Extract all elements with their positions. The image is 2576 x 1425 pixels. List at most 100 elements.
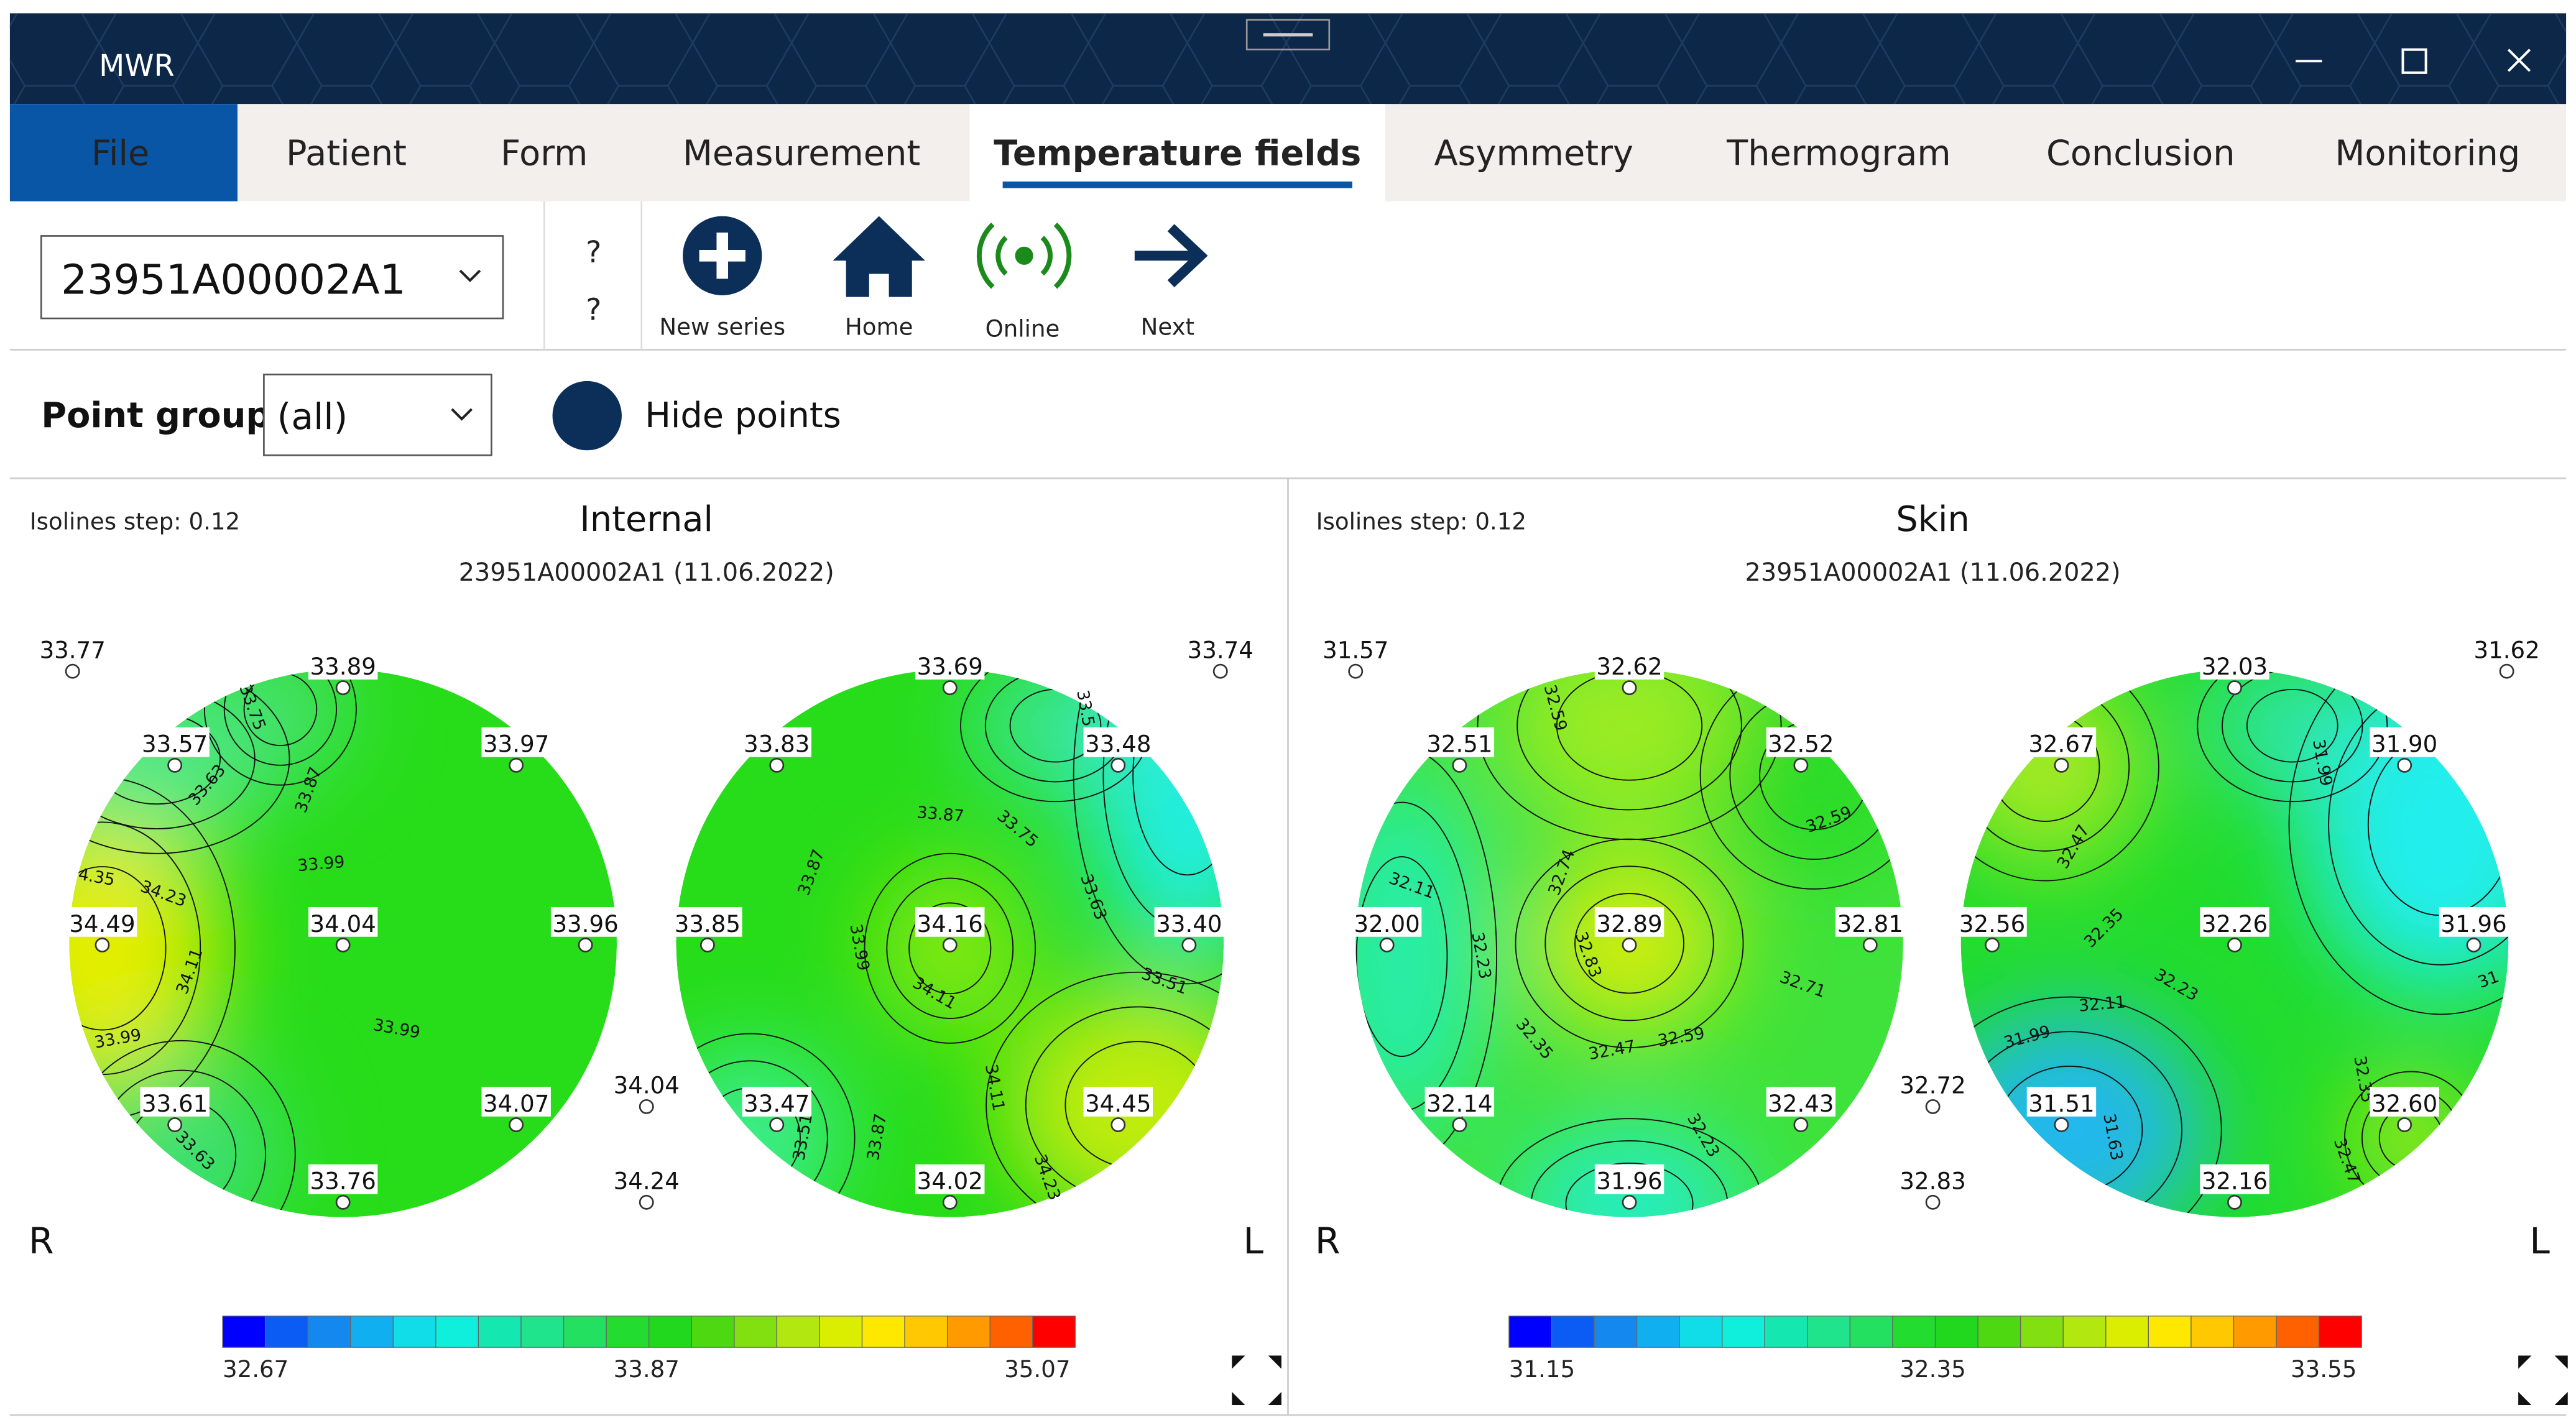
measurement-point[interactable] (2054, 757, 2069, 773)
tab[interactable]: Conclusion (2046, 133, 2235, 173)
measurement-point[interactable] (2466, 938, 2481, 952)
colorbar-segment (2148, 1316, 2192, 1348)
point-label: 32.67 (2028, 731, 2094, 758)
point-label-bg (1321, 633, 1390, 663)
measurement-point[interactable] (699, 938, 715, 952)
point-label: 34.07 (483, 1091, 549, 1117)
close-button[interactable] (2507, 48, 2531, 72)
home-icon[interactable] (833, 216, 925, 297)
panel-title: Skin (1896, 499, 1969, 540)
measurement-point[interactable] (639, 1099, 654, 1114)
help-button[interactable]: ? (586, 293, 601, 328)
measurement-point[interactable] (942, 938, 958, 952)
measurement-point[interactable] (942, 1194, 958, 1210)
point-label-bg (308, 906, 378, 937)
measurement-point[interactable] (1622, 680, 1637, 696)
tab[interactable]: Form (501, 133, 588, 173)
measurement-point[interactable] (335, 680, 351, 696)
colorbar-segment (350, 1316, 394, 1348)
measurement-point[interactable] (2397, 757, 2412, 773)
tab[interactable]: Thermogram (1726, 133, 1950, 173)
isoline-label: 32.11 (2078, 992, 2126, 1015)
measurement-point[interactable] (639, 1194, 654, 1210)
isoline-label: 33.87 (916, 803, 964, 826)
online-icon[interactable] (976, 222, 1072, 289)
series-combobox[interactable] (40, 235, 504, 320)
measurement-point[interactable] (95, 938, 110, 952)
measurement-point[interactable] (1793, 1117, 1809, 1133)
measurement-point[interactable] (335, 938, 351, 952)
measurement-point[interactable] (335, 1194, 351, 1210)
point-label-bg (308, 650, 378, 680)
measurement-point[interactable] (769, 757, 785, 773)
measurement-point[interactable] (2227, 938, 2242, 952)
measurement-point[interactable] (509, 757, 524, 773)
drag-handle[interactable] (1245, 19, 1331, 51)
next-icon[interactable] (1134, 224, 1208, 288)
point-label: 34.24 (614, 1168, 680, 1195)
combobox-arrow (459, 269, 481, 282)
help-button[interactable]: ? (586, 236, 601, 270)
measurement-point[interactable] (2499, 663, 2514, 679)
isoline (1355, 856, 1448, 1057)
tab[interactable]: Monitoring (2335, 133, 2520, 173)
measurement-point[interactable] (1793, 757, 1809, 773)
measurement-point[interactable] (2227, 1194, 2242, 1210)
colorbar-segment (1764, 1316, 1808, 1348)
expand-button[interactable] (2518, 1355, 2568, 1405)
tab[interactable]: Asymmetry (1434, 133, 1633, 173)
measurement-point[interactable] (1348, 663, 1364, 679)
measurement-point[interactable] (1452, 757, 1467, 773)
colorbar-segment (392, 1316, 436, 1348)
measurement-point[interactable] (2054, 1117, 2069, 1133)
measurement-point[interactable] (1862, 938, 1878, 952)
point-label: 32.00 (1354, 911, 1420, 938)
measurement-point[interactable] (1212, 663, 1228, 679)
point-label-bg (1083, 727, 1153, 757)
point-label: 32.14 (1426, 1091, 1492, 1117)
tab[interactable]: Temperature fields (994, 133, 1361, 173)
point-label: 31.90 (2371, 731, 2437, 758)
measurement-point[interactable] (1110, 757, 1126, 773)
point-group-combobox[interactable] (263, 373, 492, 456)
point-label: 32.03 (2202, 653, 2268, 680)
measurement-point[interactable] (942, 680, 958, 696)
colorbar-segment (1934, 1316, 1978, 1348)
measurement-point[interactable] (1925, 1099, 1941, 1114)
measurement-point[interactable] (2397, 1117, 2412, 1133)
measurement-point[interactable] (1452, 1117, 1467, 1133)
button-label: Online (986, 315, 1060, 342)
colorbar-segment (1977, 1316, 2021, 1348)
measurement-point[interactable] (769, 1117, 785, 1133)
side-label: L (1244, 1220, 1264, 1262)
measurement-point[interactable] (509, 1117, 524, 1133)
hide-points-toggle[interactable] (552, 380, 622, 451)
measurement-point[interactable] (167, 1117, 183, 1133)
colorbar-segment (1636, 1316, 1680, 1348)
measurement-point[interactable] (1985, 938, 2000, 952)
point-label: 33.69 (917, 653, 983, 680)
measurement-point[interactable] (2227, 680, 2242, 696)
measurement-point[interactable] (1925, 1194, 1941, 1210)
measurement-point[interactable] (1110, 1117, 1126, 1133)
point-label-bg (550, 906, 621, 937)
maximize-button[interactable] (2401, 48, 2427, 74)
measurement-point[interactable] (1622, 1194, 1637, 1210)
measurement-point[interactable] (167, 757, 183, 773)
measurement-point[interactable] (578, 938, 593, 952)
point-label-bg (1154, 906, 1224, 937)
tab[interactable]: Patient (286, 133, 407, 173)
tab[interactable]: File (91, 133, 149, 173)
tab[interactable]: Measurement (683, 133, 920, 173)
measurement-point[interactable] (1181, 938, 1197, 952)
point-label: 32.81 (1837, 911, 1903, 938)
expand-button[interactable] (1232, 1355, 1281, 1405)
point-label-bg (1083, 1087, 1153, 1117)
measurement-point[interactable] (1622, 938, 1637, 952)
point-label-bg (2370, 1087, 2439, 1117)
point-label: 32.52 (1768, 731, 1834, 758)
colorbar-segment (904, 1316, 948, 1348)
point-label: 34.04 (614, 1072, 680, 1099)
measurement-point[interactable] (1379, 938, 1395, 952)
measurement-point[interactable] (65, 663, 80, 679)
